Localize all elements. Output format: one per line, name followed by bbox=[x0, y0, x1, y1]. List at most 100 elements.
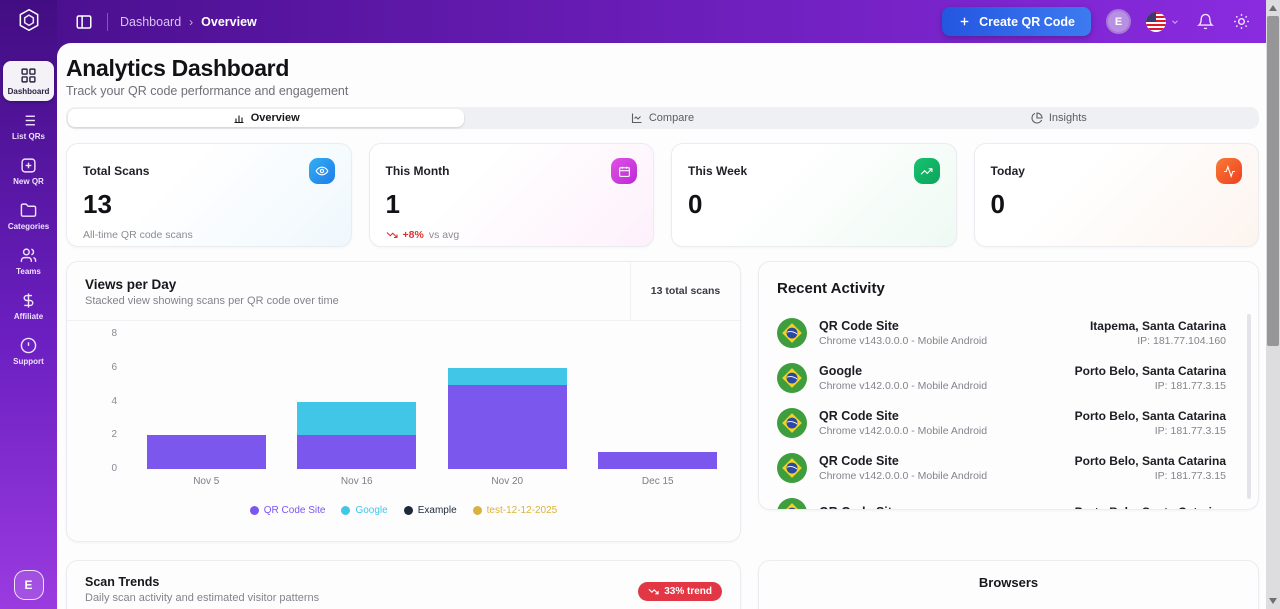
brazil-flag-icon bbox=[777, 317, 807, 348]
activity-name: QR Code Site bbox=[819, 505, 1063, 510]
x-axis-label: Nov 20 bbox=[491, 476, 524, 487]
stacked-bar-chart: 0 2 4 6 8 Nov 5 Nov 16 Nov 20 Dec 15 bbox=[85, 328, 733, 493]
legend-label: Google bbox=[355, 505, 388, 516]
trending-down-icon bbox=[648, 588, 659, 595]
activity-row: QR Code Site Porto Belo, Santa Catarina bbox=[777, 490, 1240, 510]
create-qr-code-button[interactable]: Create QR Code bbox=[942, 7, 1091, 36]
sidebar-item-dashboard[interactable]: Dashboard bbox=[3, 61, 54, 101]
tab-overview[interactable]: Overview bbox=[68, 109, 465, 127]
sidebar: Dashboard List QRs New QR Categories Tea… bbox=[0, 0, 57, 609]
sidebar-item-label: Teams bbox=[16, 267, 41, 276]
us-flag-icon bbox=[1146, 11, 1166, 32]
sun-icon bbox=[1234, 14, 1249, 29]
eye-icon bbox=[315, 166, 328, 176]
bar-segment-qr-code-site[interactable] bbox=[297, 435, 417, 469]
scrollbar-thumb[interactable] bbox=[1267, 16, 1279, 346]
tab-insights[interactable]: Insights bbox=[861, 109, 1257, 127]
activity-name: Google bbox=[819, 363, 863, 378]
activity-location: Itapema, Santa Catarina bbox=[1089, 318, 1226, 333]
notifications-button[interactable] bbox=[1195, 11, 1216, 32]
topbar-inner: Dashboard › Overview Create QR Code E bbox=[57, 0, 1266, 43]
activity-agent: Chrome v142.0.0.0 - Mobile Android bbox=[819, 424, 988, 437]
scroll-down-arrow-icon[interactable] bbox=[1269, 598, 1277, 604]
sidebar-nav: Dashboard List QRs New QR Categories Tea… bbox=[0, 61, 57, 371]
tab-label: Insights bbox=[1048, 112, 1087, 124]
trend-percent: +8% bbox=[402, 229, 424, 241]
stat-cards-row: Total Scans 13 All-time QR code scans Th… bbox=[66, 143, 1259, 247]
bar-segment-google[interactable] bbox=[447, 367, 567, 385]
legend-dot bbox=[249, 506, 259, 515]
y-tick-label: 0 bbox=[111, 463, 117, 474]
bar-segment-qr-code-site[interactable] bbox=[447, 384, 567, 469]
bar-segment-qr-code-site[interactable] bbox=[146, 435, 266, 469]
page-scrollbar[interactable] bbox=[1266, 0, 1280, 609]
bar-chart-icon bbox=[234, 115, 244, 124]
activity-location: Porto Belo, Santa Catarina bbox=[1074, 453, 1226, 468]
bar-stack[interactable] bbox=[146, 435, 266, 469]
sidebar-item-affiliate[interactable]: Affiliate bbox=[3, 286, 54, 326]
breadcrumb: Dashboard › Overview bbox=[120, 15, 257, 29]
activity-icon bbox=[1223, 164, 1235, 178]
scroll-up-arrow-icon[interactable] bbox=[1269, 5, 1277, 11]
sidebar-toggle-button[interactable] bbox=[71, 9, 97, 35]
pie-chart-icon bbox=[1031, 112, 1043, 124]
breadcrumb-dashboard[interactable]: Dashboard bbox=[120, 14, 182, 29]
brazil-flag-icon bbox=[777, 407, 807, 438]
activity-scrollbar[interactable] bbox=[1247, 314, 1251, 499]
scan-trends-card: Scan Trends Daily scan activity and esti… bbox=[66, 560, 741, 609]
activity-row: QR Code Site Chrome v143.0.0.0 - Mobile A… bbox=[777, 310, 1240, 355]
panel-left-icon bbox=[76, 14, 92, 29]
page-title: Analytics Dashboard bbox=[66, 55, 290, 81]
views-per-day-subtitle: Stacked view showing scans per QR code o… bbox=[85, 295, 339, 307]
theme-toggle-button[interactable] bbox=[1231, 11, 1252, 32]
activity-ip: IP: 181.77.3.15 bbox=[1154, 379, 1226, 392]
activity-agent: Chrome v142.0.0.0 - Mobile Android bbox=[819, 379, 988, 392]
bar-segment-google[interactable] bbox=[297, 401, 417, 436]
topbar-divider bbox=[107, 12, 108, 31]
x-axis-label: Nov 5 bbox=[193, 476, 220, 487]
main-content: Analytics Dashboard Track your QR code p… bbox=[57, 43, 1266, 609]
views-per-day-card: Views per Day Stacked view showing scans… bbox=[66, 261, 741, 542]
tab-compare[interactable]: Compare bbox=[464, 109, 860, 127]
activity-row: Google Chrome v142.0.0.0 - Mobile Android… bbox=[777, 355, 1240, 400]
sidebar-user-avatar[interactable]: E bbox=[13, 570, 44, 600]
calendar-icon bbox=[618, 166, 630, 177]
bar-group: Nov 5 bbox=[131, 335, 282, 487]
sidebar-item-label: New QR bbox=[13, 177, 44, 186]
browsers-card: Browsers bbox=[758, 560, 1259, 609]
sidebar-item-teams[interactable]: Teams bbox=[3, 241, 54, 281]
activity-name: QR Code Site bbox=[819, 408, 899, 423]
bottom-row: Scan Trends Daily scan activity and esti… bbox=[66, 560, 1259, 609]
stat-value: 13 bbox=[83, 189, 112, 219]
stat-label: This Month bbox=[385, 164, 450, 178]
trend-note: vs avg bbox=[428, 229, 460, 241]
bar-stack[interactable] bbox=[297, 401, 417, 469]
stat-value: 0 bbox=[688, 189, 703, 219]
bar-segment-qr-code-site[interactable] bbox=[598, 452, 718, 469]
sidebar-item-label: Support bbox=[13, 357, 44, 366]
sidebar-item-label: List QRs bbox=[12, 132, 45, 141]
sidebar-item-new-qr[interactable]: New QR bbox=[3, 151, 54, 191]
language-selector[interactable] bbox=[1146, 11, 1180, 32]
user-avatar[interactable]: E bbox=[1106, 9, 1131, 34]
bar-stack[interactable] bbox=[598, 452, 718, 469]
total-scans-badge: 13 total scans bbox=[630, 262, 740, 320]
tab-label: Overview bbox=[250, 112, 300, 124]
plus-square-icon bbox=[21, 158, 36, 173]
legend-item: Example bbox=[403, 505, 457, 516]
stat-trend: +8% vs avg bbox=[386, 229, 638, 241]
views-per-day-header: Views per Day Stacked view showing scans… bbox=[67, 262, 740, 321]
sidebar-item-categories[interactable]: Categories bbox=[3, 196, 54, 236]
create-qr-code-label: Create QR Code bbox=[979, 14, 1075, 29]
y-tick-label: 4 bbox=[111, 395, 117, 407]
y-tick-label: 8 bbox=[111, 328, 117, 339]
bar-stack[interactable] bbox=[447, 367, 567, 469]
brazil-flag-icon bbox=[777, 497, 807, 509]
chevron-down-icon bbox=[1172, 19, 1178, 24]
sidebar-item-list-qrs[interactable]: List QRs bbox=[3, 106, 54, 146]
trend-badge-label: 33% trend bbox=[664, 586, 712, 597]
trend-badge: 33% trend bbox=[638, 582, 722, 601]
brazil-flag-icon bbox=[777, 452, 807, 483]
logo[interactable] bbox=[16, 7, 42, 33]
sidebar-item-support[interactable]: Support bbox=[3, 331, 54, 371]
